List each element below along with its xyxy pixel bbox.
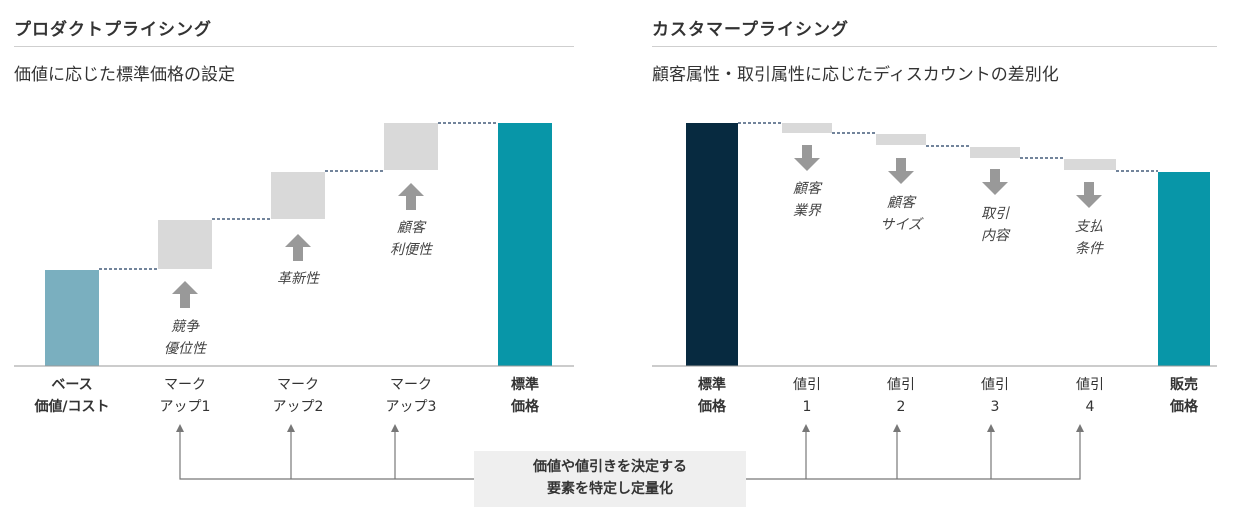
note-line: 競争 (171, 319, 199, 335)
right-connectors (738, 122, 1158, 172)
right-category-label: 値引 4 (1050, 374, 1130, 418)
note-line: 顧客 (397, 220, 425, 236)
right-panel-title: カスタマープライシング (652, 20, 849, 40)
bracket-right (746, 430, 1081, 480)
right-category-label: 値引 2 (861, 374, 941, 418)
right-note-industry: 顧客 業界 (767, 178, 847, 222)
note-line: 業界 (793, 203, 821, 219)
down-arrow-icon (1076, 182, 1102, 208)
markup-2-box (271, 172, 325, 219)
label-line: 価格 (698, 399, 726, 415)
left-category-label: マーク アップ3 (371, 374, 451, 418)
note-line: 利便性 (390, 242, 432, 258)
label-line: マーク (390, 377, 432, 393)
arrowhead-icon (1076, 424, 1084, 432)
standard-price-bar-dark (686, 123, 738, 366)
note-line: 優位性 (164, 341, 206, 357)
standard-price-bar (498, 123, 552, 366)
label-line: 価値/コスト (34, 399, 110, 415)
arrowhead-icon (802, 424, 810, 432)
sales-price-bar (1158, 172, 1210, 366)
right-note-size: 顧客 サイズ (861, 192, 941, 236)
right-panel-divider (652, 46, 1217, 47)
left-panel-title: プロダクトプライシング (14, 20, 212, 40)
down-arrow-icon (794, 145, 820, 171)
note-line: 顧客 (793, 181, 821, 197)
right-note-payment: 支払 条件 (1049, 216, 1129, 260)
left-panel-subtitle: 価値に応じた標準価格の設定 (14, 65, 235, 85)
arrowhead-icon (893, 424, 901, 432)
label-line: 標準 (698, 377, 726, 393)
note-line: 顧客 (887, 195, 915, 211)
left-panel-divider (14, 46, 574, 47)
left-category-label: ベース 価値/コスト (32, 374, 112, 418)
left-up-arrows (172, 183, 424, 308)
discount-4-box (1064, 159, 1116, 170)
callout-box: 価値や値引きを決定する 要素を特定し定量化 (474, 451, 746, 507)
label-line: アップ3 (385, 399, 437, 415)
label-line: アップ2 (272, 399, 324, 415)
callout-bracket (179, 430, 1081, 480)
label-line: 値引 (793, 377, 821, 393)
left-note-competitive: 競争 優位性 (145, 316, 225, 360)
note-line: 内容 (981, 228, 1009, 244)
down-arrow-icon (888, 158, 914, 184)
right-down-arrows (794, 145, 1102, 208)
label-line: 販売 (1170, 377, 1198, 393)
label-line: 値引 (887, 377, 915, 393)
label-line: 値引 (981, 377, 1009, 393)
right-category-label: 標準 価格 (672, 374, 752, 418)
arrowhead-icon (391, 424, 399, 432)
arrowhead-icon (176, 424, 184, 432)
label-line: 2 (896, 399, 906, 415)
label-line: 価格 (1170, 399, 1198, 415)
arrowhead-icon (287, 424, 295, 432)
up-arrow-icon (172, 281, 198, 308)
label-line: アップ1 (159, 399, 211, 415)
bracket-arrowheads (176, 424, 1084, 432)
label-line: マーク (164, 377, 206, 393)
right-note-transaction: 取引 内容 (955, 203, 1035, 247)
label-line: 値引 (1076, 377, 1104, 393)
right-category-label: 値引 1 (767, 374, 847, 418)
label-line: 4 (1085, 399, 1095, 415)
label-line: 標準 (511, 377, 539, 393)
label-line: 1 (802, 399, 812, 415)
left-category-label: マーク アップ1 (145, 374, 225, 418)
label-line: 3 (990, 399, 1000, 415)
left-connectors (99, 122, 498, 270)
label-line: マーク (277, 377, 319, 393)
discount-3-box (970, 147, 1020, 158)
callout-line: 価値や値引きを決定する (533, 459, 687, 475)
right-panel-subtitle: 顧客属性・取引属性に応じたディスカウントの差別化 (652, 65, 1059, 85)
right-category-label: 値引 3 (955, 374, 1035, 418)
note-line: サイズ (880, 217, 922, 233)
arrowhead-icon (987, 424, 995, 432)
discount-1-box (782, 123, 832, 133)
left-category-label: マーク アップ2 (258, 374, 338, 418)
left-category-label: 標準 価格 (485, 374, 565, 418)
down-arrow-icon (982, 169, 1008, 195)
callout-line: 要素を特定し定量化 (547, 481, 673, 497)
markup-3-box (384, 123, 438, 170)
note-line: 取引 (981, 206, 1009, 222)
bracket-left (179, 430, 474, 480)
markup-1-box (158, 220, 212, 269)
right-category-label: 販売 価格 (1144, 374, 1224, 418)
left-note-convenience: 顧客 利便性 (371, 217, 451, 261)
note-line: 支払 (1075, 219, 1103, 235)
up-arrow-icon (398, 183, 424, 210)
left-note-innovation: 革新性 (258, 268, 338, 290)
up-arrow-icon (285, 234, 311, 261)
note-line: 革新性 (277, 271, 319, 287)
note-line: 条件 (1075, 241, 1103, 257)
label-line: ベース (51, 377, 93, 393)
label-line: 価格 (511, 399, 539, 415)
discount-2-box (876, 134, 926, 145)
base-value-bar (45, 270, 99, 366)
